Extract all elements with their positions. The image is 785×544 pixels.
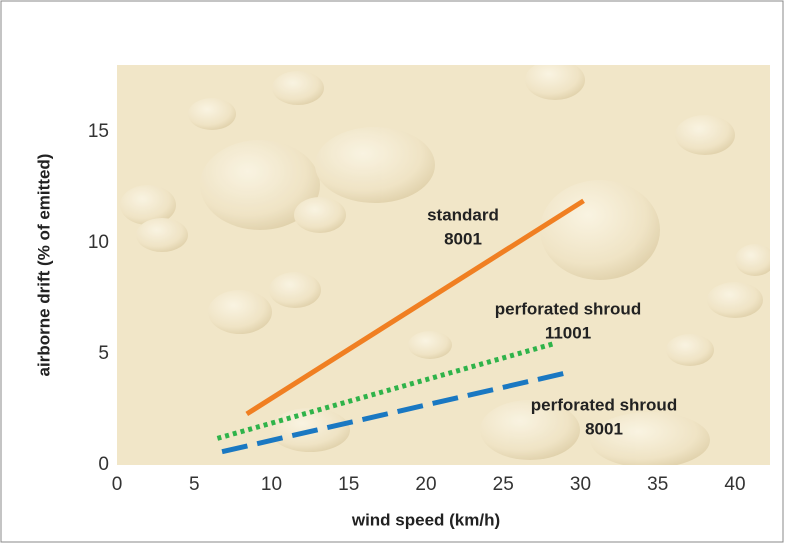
series-label: 11001 [545,323,591,342]
series-label: perforated shroud [495,299,641,318]
y-tick-label: 10 [88,232,109,253]
y-tick-label: 15 [88,121,109,142]
x-axis-title: wind speed (km/h) [351,510,500,529]
series-label: standard [427,205,499,224]
series-label: perforated shroud [531,395,677,414]
x-tick-label: 0 [112,474,123,495]
x-tick-label: 20 [415,474,436,495]
series-line [216,341,554,441]
series-line [221,369,572,455]
y-tick-label: 0 [98,454,109,475]
series-label: 8001 [444,229,482,248]
y-axis-title: airborne drift (% of emitted) [34,154,53,377]
x-tick-label: 10 [261,474,282,495]
x-tick-label: 40 [724,474,745,495]
x-tick-label: 5 [189,474,200,495]
x-tick-label: 25 [493,474,514,495]
y-tick-label: 5 [98,343,109,364]
series-line [245,198,585,417]
x-tick-label: 30 [570,474,591,495]
x-tick-label: 35 [647,474,668,495]
series-label: 8001 [585,419,623,438]
plot-background [117,65,770,465]
x-tick-label: 15 [338,474,359,495]
